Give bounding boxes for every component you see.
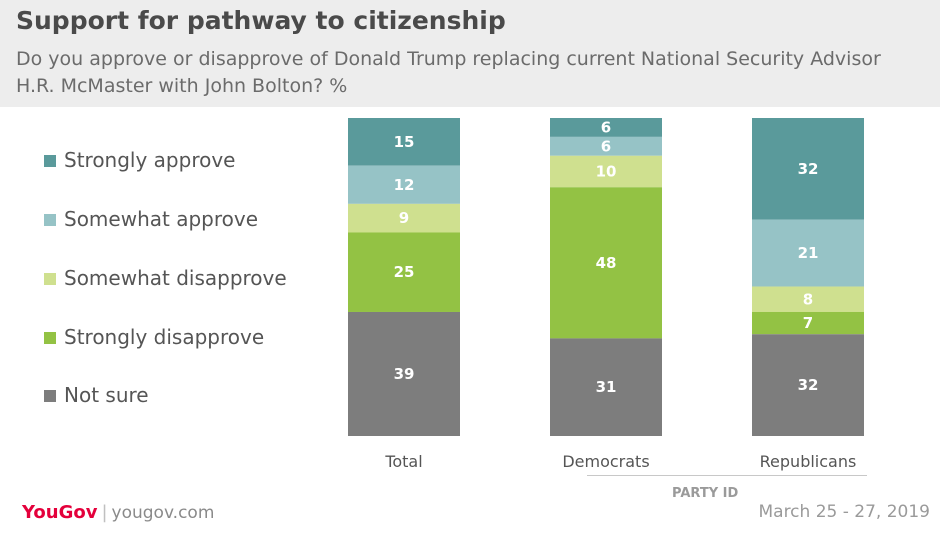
bar-segment xyxy=(550,155,662,188)
legend-label: Strongly approve xyxy=(64,148,236,172)
bar-value-label: 12 xyxy=(394,176,415,194)
yougov-url[interactable]: yougov.com xyxy=(111,503,215,523)
bar-segment xyxy=(550,136,662,156)
header-band: Support for pathway to citizenship Do yo… xyxy=(0,0,940,107)
footer-brand: YouGov | yougov.com xyxy=(22,502,214,523)
legend-swatch xyxy=(44,332,56,344)
category-label: Democrats xyxy=(562,452,649,471)
legend-swatch xyxy=(44,214,56,226)
bar-value-label: 32 xyxy=(798,376,819,394)
legend-label: Somewhat disapprove xyxy=(64,266,287,290)
bar-value-label: 6 xyxy=(601,118,611,136)
bar-value-label: 32 xyxy=(798,160,819,178)
bar-value-label: 9 xyxy=(399,209,409,227)
bar-value-label: 6 xyxy=(601,137,611,155)
bar-value-label: 39 xyxy=(394,365,415,383)
survey-date: March 25 - 27, 2019 xyxy=(758,502,930,522)
bar-segment xyxy=(752,118,864,220)
party-id-divider xyxy=(587,475,867,476)
bar-segment xyxy=(752,311,864,335)
bar-segment xyxy=(752,286,864,312)
category-label: Republicans xyxy=(760,452,857,471)
chart-title: Support for pathway to citizenship xyxy=(16,6,506,35)
bar-value-label: 15 xyxy=(394,133,415,151)
bar-value-label: 7 xyxy=(803,314,813,332)
bar-segment xyxy=(550,338,662,436)
bar-value-label: 21 xyxy=(798,244,819,262)
legend-label: Not sure xyxy=(64,383,149,407)
bar-segment xyxy=(348,232,460,312)
legend-swatch xyxy=(44,390,56,402)
bar-value-label: 10 xyxy=(596,163,617,181)
bar-segment xyxy=(550,118,662,137)
bar-segment xyxy=(348,311,460,436)
bar-segment xyxy=(550,187,662,339)
legend-label: Somewhat approve xyxy=(64,207,259,231)
legend-swatch xyxy=(44,273,56,285)
bar-value-label: 48 xyxy=(596,254,617,272)
bar-segment xyxy=(348,118,460,166)
legend-label: Strongly disapprove xyxy=(64,325,265,349)
yougov-logo: YouGov xyxy=(22,502,98,523)
bar-value-label: 8 xyxy=(803,290,813,308)
legend-swatch xyxy=(44,155,56,167)
category-label: Total xyxy=(384,452,422,471)
bar-segment xyxy=(752,334,864,436)
bar-value-label: 31 xyxy=(596,378,617,396)
bar-segment xyxy=(348,165,460,204)
chart-subtitle: Do you approve or disapprove of Donald T… xyxy=(16,48,881,97)
bar-value-label: 25 xyxy=(394,263,415,281)
party-id-label: PARTY ID xyxy=(672,486,739,501)
bar-segment xyxy=(752,219,864,287)
bar-segment xyxy=(348,203,460,233)
brand-separator: | xyxy=(101,502,108,523)
